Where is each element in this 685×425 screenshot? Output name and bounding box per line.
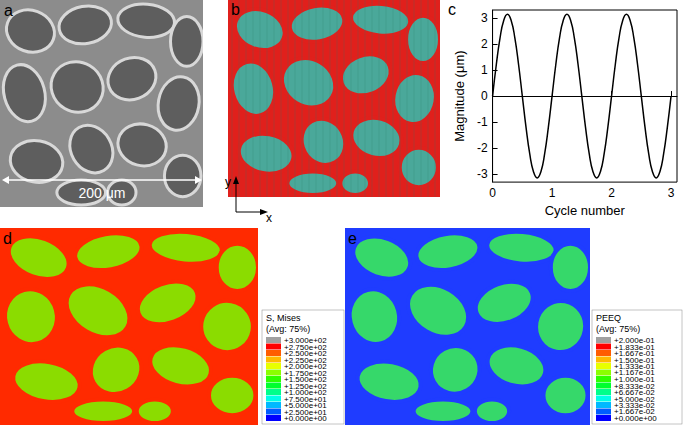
svg-text:a: a bbox=[4, 2, 13, 19]
svg-text:Cycle number: Cycle number bbox=[545, 203, 626, 218]
svg-text:+1.500e+02: +1.500e+02 bbox=[284, 375, 327, 384]
svg-text:b: b bbox=[231, 1, 240, 18]
svg-text:+3.333e-02: +3.333e-02 bbox=[614, 401, 655, 410]
svg-text:+1.333e-01: +1.333e-01 bbox=[614, 362, 655, 371]
svg-text:+1.833e-01: +1.833e-01 bbox=[614, 342, 655, 352]
svg-text:e: e bbox=[348, 230, 357, 247]
svg-text:+1.000e-01: +1.000e-01 bbox=[614, 375, 655, 384]
svg-text:PEEQ: PEEQ bbox=[596, 313, 621, 323]
svg-text:+2.750e+02: +2.750e+02 bbox=[284, 342, 327, 352]
svg-text:+2.500e+01: +2.500e+01 bbox=[284, 407, 327, 417]
svg-text:3: 3 bbox=[481, 11, 488, 25]
svg-text:-1: -1 bbox=[477, 115, 488, 129]
svg-text:+1.667e-02: +1.667e-02 bbox=[614, 407, 655, 417]
svg-text:3: 3 bbox=[668, 186, 675, 200]
svg-text:+0.000e+00: +0.000e+00 bbox=[284, 414, 327, 423]
svg-text:+2.000e-01: +2.000e-01 bbox=[614, 336, 655, 345]
svg-text:+5.000e-02: +5.000e-02 bbox=[614, 394, 655, 404]
svg-text:+1.750e+02: +1.750e+02 bbox=[284, 368, 327, 378]
svg-text:-3: -3 bbox=[477, 167, 488, 181]
svg-text:+1.000e+02: +1.000e+02 bbox=[284, 388, 327, 397]
svg-text:200 μm: 200 μm bbox=[79, 185, 126, 201]
svg-text:+0.000e+00: +0.000e+00 bbox=[614, 414, 657, 423]
svg-text:+8.333e-02: +8.333e-02 bbox=[614, 381, 655, 391]
svg-text:+7.500e+01: +7.500e+01 bbox=[284, 394, 327, 404]
svg-text:-2: -2 bbox=[477, 141, 488, 155]
svg-text:c: c bbox=[448, 1, 456, 18]
svg-text:Magnitude (μm): Magnitude (μm) bbox=[452, 50, 467, 141]
svg-text:S, Mises: S, Mises bbox=[266, 313, 301, 323]
svg-text:0: 0 bbox=[481, 89, 488, 103]
svg-text:+2.000e+02: +2.000e+02 bbox=[284, 362, 327, 371]
svg-text:+1.167e-01: +1.167e-01 bbox=[614, 368, 655, 378]
svg-text:+5.000e+01: +5.000e+01 bbox=[284, 401, 327, 410]
svg-text:1: 1 bbox=[481, 63, 488, 77]
svg-text:(Avg: 75%): (Avg: 75%) bbox=[596, 324, 640, 334]
svg-text:1: 1 bbox=[549, 186, 556, 200]
svg-text:2: 2 bbox=[481, 37, 488, 51]
svg-text:+1.667e-01: +1.667e-01 bbox=[614, 349, 655, 358]
svg-text:+1.250e+02: +1.250e+02 bbox=[284, 381, 327, 391]
svg-text:x: x bbox=[266, 211, 272, 225]
svg-text:y: y bbox=[225, 175, 231, 189]
svg-text:+6.667e-02: +6.667e-02 bbox=[614, 388, 655, 397]
svg-text:d: d bbox=[3, 230, 12, 247]
svg-text:2: 2 bbox=[608, 186, 615, 200]
svg-text:+2.250e+02: +2.250e+02 bbox=[284, 355, 327, 365]
svg-text:0: 0 bbox=[489, 186, 496, 200]
svg-text:(Avg: 75%): (Avg: 75%) bbox=[266, 324, 310, 334]
svg-text:+3.000e+02: +3.000e+02 bbox=[284, 336, 327, 345]
svg-text:+1.500e-01: +1.500e-01 bbox=[614, 355, 655, 365]
svg-text:+2.500e+02: +2.500e+02 bbox=[284, 349, 327, 358]
